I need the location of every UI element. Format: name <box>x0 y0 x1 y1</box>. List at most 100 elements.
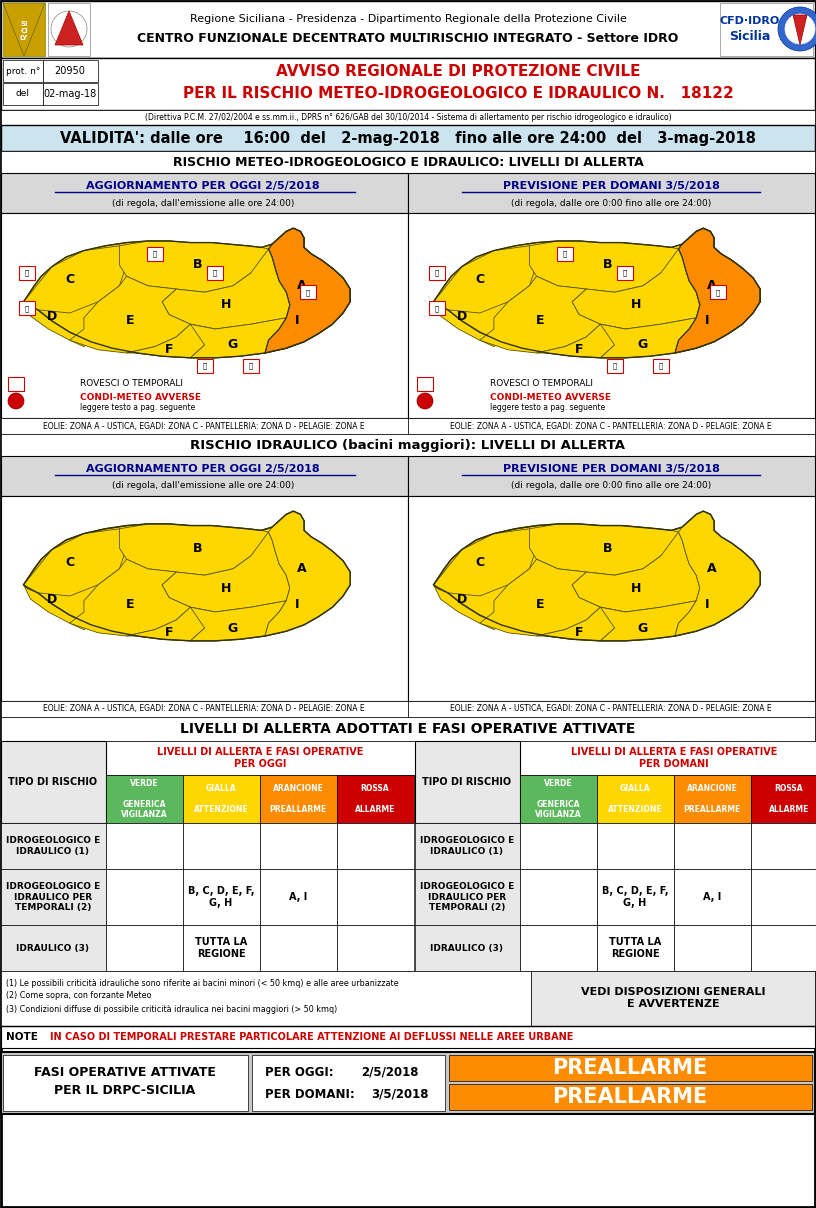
Bar <box>415 741 520 776</box>
Text: VALIDITA': dalle ore    16:00  del   2-mag-2018   fino alle ore 24:00  del   3-m: VALIDITA': dalle ore 16:00 del 2-mag-201… <box>60 130 756 145</box>
Polygon shape <box>530 242 682 292</box>
Bar <box>106 823 183 869</box>
Bar <box>751 869 816 925</box>
Polygon shape <box>433 245 536 313</box>
Polygon shape <box>69 559 190 635</box>
Bar <box>1 434 815 455</box>
Text: PREALLARME: PREALLARME <box>552 1087 707 1107</box>
Circle shape <box>778 7 816 51</box>
Bar <box>1 741 106 823</box>
Text: 🌧: 🌧 <box>435 269 439 277</box>
Text: TIPO DI RISCHIO: TIPO DI RISCHIO <box>423 777 512 786</box>
Text: 02-mag-18: 02-mag-18 <box>43 89 96 99</box>
Bar <box>337 823 414 869</box>
Bar <box>449 1084 812 1110</box>
Bar <box>1 110 815 124</box>
Text: PREALLARME: PREALLARME <box>552 1058 707 1078</box>
Bar <box>557 246 573 261</box>
Polygon shape <box>433 529 536 596</box>
Bar <box>1 741 106 776</box>
Text: leggere testo a pag. seguente: leggere testo a pag. seguente <box>490 403 605 412</box>
Bar <box>242 359 259 373</box>
Bar <box>260 823 337 869</box>
Bar <box>520 776 597 823</box>
Text: 🌧: 🌧 <box>623 269 628 277</box>
Bar <box>337 869 414 925</box>
Bar <box>1 869 106 925</box>
Text: A, I: A, I <box>703 892 721 902</box>
Bar <box>48 2 90 56</box>
Text: ARANCIONE

PREALLARME: ARANCIONE PREALLARME <box>683 784 741 814</box>
Bar <box>1 213 408 418</box>
Text: B: B <box>603 541 612 554</box>
Text: 2/5/2018: 2/5/2018 <box>361 1065 419 1079</box>
Text: G: G <box>228 621 238 634</box>
Polygon shape <box>536 324 625 358</box>
Bar <box>299 285 316 300</box>
Polygon shape <box>162 249 290 329</box>
Text: G: G <box>638 338 648 352</box>
Bar <box>653 359 669 373</box>
Bar <box>597 925 674 971</box>
Polygon shape <box>24 302 91 347</box>
Text: Sicilia: Sicilia <box>730 30 770 43</box>
Circle shape <box>417 393 433 410</box>
Text: AVVISO REGIONALE DI PROTEZIONE CIVILE: AVVISO REGIONALE DI PROTEZIONE CIVILE <box>276 64 641 80</box>
Circle shape <box>785 14 815 43</box>
Text: ROVESCI O TEMPORALI: ROVESCI O TEMPORALI <box>490 379 593 389</box>
Text: TUTTA LA
REGIONE: TUTTA LA REGIONE <box>609 937 661 959</box>
Text: SI
CI
LY: SI CI LY <box>20 21 28 41</box>
Text: IDROGEOLOGICO E
IDRAULICO (1): IDROGEOLOGICO E IDRAULICO (1) <box>420 836 514 855</box>
Polygon shape <box>433 302 501 347</box>
Polygon shape <box>793 14 807 45</box>
Text: H: H <box>220 581 231 594</box>
Text: CENTRO FUNZIONALE DECENTRATO MULTIRISCHIO INTEGRATO - Settore IDRO: CENTRO FUNZIONALE DECENTRATO MULTIRISCHI… <box>137 33 679 46</box>
Text: IDRAULICO (3): IDRAULICO (3) <box>431 943 503 952</box>
Bar <box>417 377 433 391</box>
Text: A, I: A, I <box>289 892 307 902</box>
Text: B: B <box>603 259 612 272</box>
Polygon shape <box>69 277 190 353</box>
Text: prot. n°: prot. n° <box>6 66 40 75</box>
Bar <box>207 266 224 280</box>
Text: IDRAULICO (3): IDRAULICO (3) <box>16 943 90 952</box>
Bar <box>260 925 337 971</box>
Bar <box>183 823 260 869</box>
Text: H: H <box>631 581 641 594</box>
Polygon shape <box>601 600 696 640</box>
Polygon shape <box>24 529 126 596</box>
Bar <box>1 151 815 173</box>
Bar <box>3 1055 248 1111</box>
Text: 🌧: 🌧 <box>613 362 617 370</box>
Text: PREVISIONE PER DOMANI 3/5/2018: PREVISIONE PER DOMANI 3/5/2018 <box>503 464 720 474</box>
Bar <box>43 83 98 105</box>
Bar <box>408 213 815 418</box>
Polygon shape <box>162 532 290 612</box>
Polygon shape <box>601 318 696 358</box>
Text: F: F <box>165 626 173 639</box>
Bar <box>106 776 183 823</box>
Bar <box>106 741 415 776</box>
Polygon shape <box>24 245 126 313</box>
Text: (di regola, dalle ore 0:00 fino alle ore 24:00): (di regola, dalle ore 0:00 fino alle ore… <box>511 198 711 208</box>
Text: VEDI DISPOSIZIONI GENERALI
E AVVERTENZE: VEDI DISPOSIZIONI GENERALI E AVVERTENZE <box>581 987 765 1009</box>
Bar <box>1 823 106 869</box>
Text: 🌧: 🌧 <box>25 304 29 312</box>
Text: FASI OPERATIVE ATTIVATE: FASI OPERATIVE ATTIVATE <box>34 1065 216 1079</box>
Text: B: B <box>193 259 202 272</box>
Text: H: H <box>220 298 231 312</box>
Bar <box>606 359 623 373</box>
Text: AGGIORNAMENTO PER OGGI 2/5/2018: AGGIORNAMENTO PER OGGI 2/5/2018 <box>86 181 320 191</box>
Text: IDROGEOLOGICO E
IDRAULICO (1): IDROGEOLOGICO E IDRAULICO (1) <box>6 836 100 855</box>
Text: ROSSA

ALLARME: ROSSA ALLARME <box>355 784 395 814</box>
Text: ROSSA

ALLARME: ROSSA ALLARME <box>769 784 809 814</box>
Text: C: C <box>65 273 74 286</box>
Text: VERDE

GENERICA
VIGILANZA: VERDE GENERICA VIGILANZA <box>534 779 581 819</box>
Text: EOLIE: ZONA A - USTICA, EGADI: ZONA C - PANTELLERIA: ZONA D - PELAGIE: ZONA E: EOLIE: ZONA A - USTICA, EGADI: ZONA C - … <box>43 422 365 430</box>
Polygon shape <box>675 511 761 635</box>
Bar <box>597 776 674 823</box>
Bar <box>751 776 816 823</box>
Text: IN CASO DI TEMPORALI PRESTARE PARTICOLARE ATTENZIONE AI DEFLUSSI NELLE AREE URBA: IN CASO DI TEMPORALI PRESTARE PARTICOLAR… <box>50 1032 574 1043</box>
Text: C: C <box>65 556 74 569</box>
Bar <box>674 776 751 823</box>
